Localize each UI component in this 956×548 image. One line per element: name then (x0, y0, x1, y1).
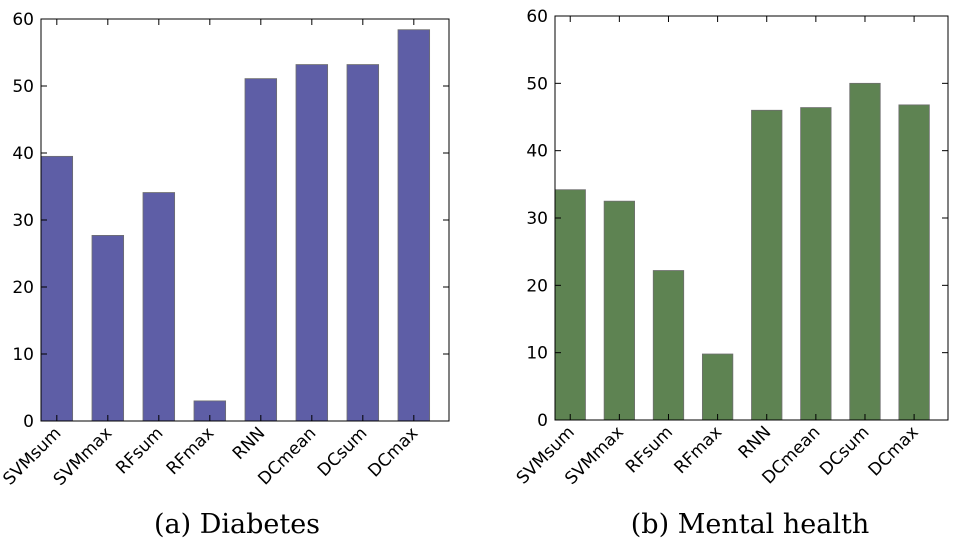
bar-mental-health-rfmax (701, 353, 734, 421)
bar-diabetes-svmsum (40, 155, 74, 422)
bar-mental-health-rfsum (652, 270, 685, 421)
bar-diabetes-rfsum (142, 192, 176, 422)
x-tick-label-dcmax: DCmax (364, 423, 422, 481)
caption-diabetes: (a) Diabetes (154, 509, 320, 540)
bar-mental-health-rnn (751, 109, 783, 421)
y-tick-label: 20 (526, 276, 548, 296)
x-tick-label-rfsum: RFsum (622, 422, 677, 477)
y-tick-label: 40 (12, 144, 34, 164)
y-tick-label: 40 (526, 142, 548, 162)
bar-mental-health-dcmean (800, 107, 832, 421)
bar-mental-health-dcsum (849, 82, 881, 421)
bar-mental-health-svmsum (554, 189, 586, 421)
caption-mental-health: (b) Mental health (631, 509, 869, 540)
y-tick-label: 10 (526, 344, 548, 364)
x-tick-label-rfmax: RFmax (163, 423, 219, 479)
bar-mental-health-svmmax (603, 200, 635, 421)
y-tick-label: 50 (526, 74, 548, 94)
y-tick-label: 60 (526, 7, 548, 27)
y-tick-label: 10 (12, 345, 34, 365)
bar-diabetes-dcmean (295, 64, 329, 422)
y-tick-label: 60 (12, 10, 34, 30)
y-tick-label: 0 (23, 412, 34, 432)
bar-diabetes-svmmax (91, 235, 125, 422)
y-tick-label: 30 (526, 209, 548, 229)
y-tick-label: 50 (12, 77, 34, 97)
x-tick-label-rnn: RNN (229, 423, 269, 463)
bar-mental-health-dcmax (898, 104, 930, 421)
x-tick-label-rnn: RNN (735, 422, 775, 462)
y-tick-label: 0 (537, 411, 548, 431)
x-tick-label-dcmax: DCmax (865, 422, 923, 480)
bar-diabetes-rnn (244, 78, 278, 422)
x-tick-label-rfmax: RFmax (671, 422, 727, 478)
y-tick-label: 20 (12, 278, 34, 298)
x-tick-label-dcsum: DCsum (314, 423, 371, 480)
y-tick-label: 30 (12, 211, 34, 231)
bar-diabetes-dcsum (346, 64, 380, 422)
x-tick-label-dcsum: DCsum (816, 422, 873, 479)
x-tick-label-rfsum: RFsum (112, 423, 167, 478)
bar-diabetes-dcmax (397, 29, 431, 422)
